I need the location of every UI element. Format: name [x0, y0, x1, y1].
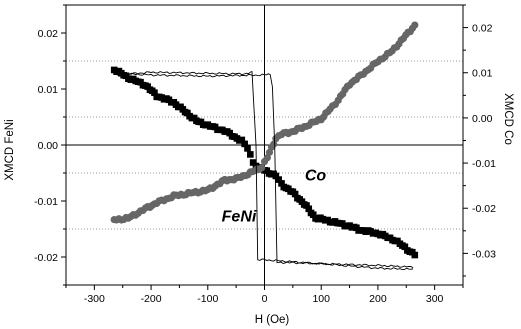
fenI-point	[151, 89, 158, 97]
fenI-point	[411, 251, 419, 259]
fenI-point	[247, 151, 254, 158]
y-left-tick-label: 0.00	[38, 140, 59, 152]
fenI-point	[272, 172, 280, 180]
series-line-2	[115, 71, 414, 271]
y-left-axis-ticks: -0.02 -0.01 0.00 0.01 0.02	[34, 4, 66, 286]
data-series	[110, 21, 419, 271]
x-tick-label: 0	[262, 293, 268, 305]
series-line-3	[115, 72, 414, 269]
y-right-tick-label: -0.02	[472, 203, 496, 215]
x-tick-label: 300	[426, 293, 444, 305]
fenI-point	[241, 140, 248, 148]
y-right-tick-label: 0.01	[472, 68, 493, 80]
fenI-point	[238, 136, 246, 144]
fenI-point	[278, 180, 285, 187]
annotation-fenI: FeNi	[222, 209, 257, 226]
x-tick-label: -100	[197, 293, 218, 305]
x-tick-label: -300	[84, 293, 105, 305]
y-left-tick-label: -0.01	[34, 196, 58, 208]
x-tick-label: 100	[312, 293, 330, 305]
co-point	[270, 140, 278, 148]
y-left-tick-label: 0.02	[38, 28, 59, 40]
co-point	[258, 164, 266, 172]
y-right-axis-title: XMCD Co	[502, 93, 514, 145]
x-axis-ticks: -300 -200 -100 0 100 200 300	[65, 285, 464, 305]
fenI-point	[401, 243, 409, 251]
fenI-point	[244, 145, 251, 152]
y-left-axis-title: XMCD FeNi	[4, 119, 16, 180]
y-right-tick-label: -0.01	[472, 158, 496, 170]
x-tick-label: 200	[369, 293, 387, 305]
co-point	[411, 21, 419, 29]
fenI-point	[305, 205, 313, 213]
fenI-point	[303, 202, 310, 209]
y-left-tick-label: -0.02	[34, 252, 58, 264]
x-tick-label: -200	[141, 293, 162, 305]
y-right-axis-ticks: 0.02 0.01 0.00 -0.01 -0.02 -0.03	[463, 4, 496, 277]
y-right-tick-label: 0.00	[472, 113, 493, 125]
fenI-point	[309, 211, 317, 219]
y-right-tick-label: -0.03	[472, 248, 496, 260]
fenI-point	[291, 190, 299, 198]
fenI-point	[275, 176, 282, 183]
x-axis-title: H (Oe)	[255, 314, 290, 326]
y-right-tick-label: 0.02	[472, 23, 493, 35]
y-left-tick-label: 0.01	[38, 84, 59, 96]
fenI-point	[249, 159, 257, 166]
co-point	[263, 154, 271, 162]
annotation-co: Co	[305, 167, 327, 184]
